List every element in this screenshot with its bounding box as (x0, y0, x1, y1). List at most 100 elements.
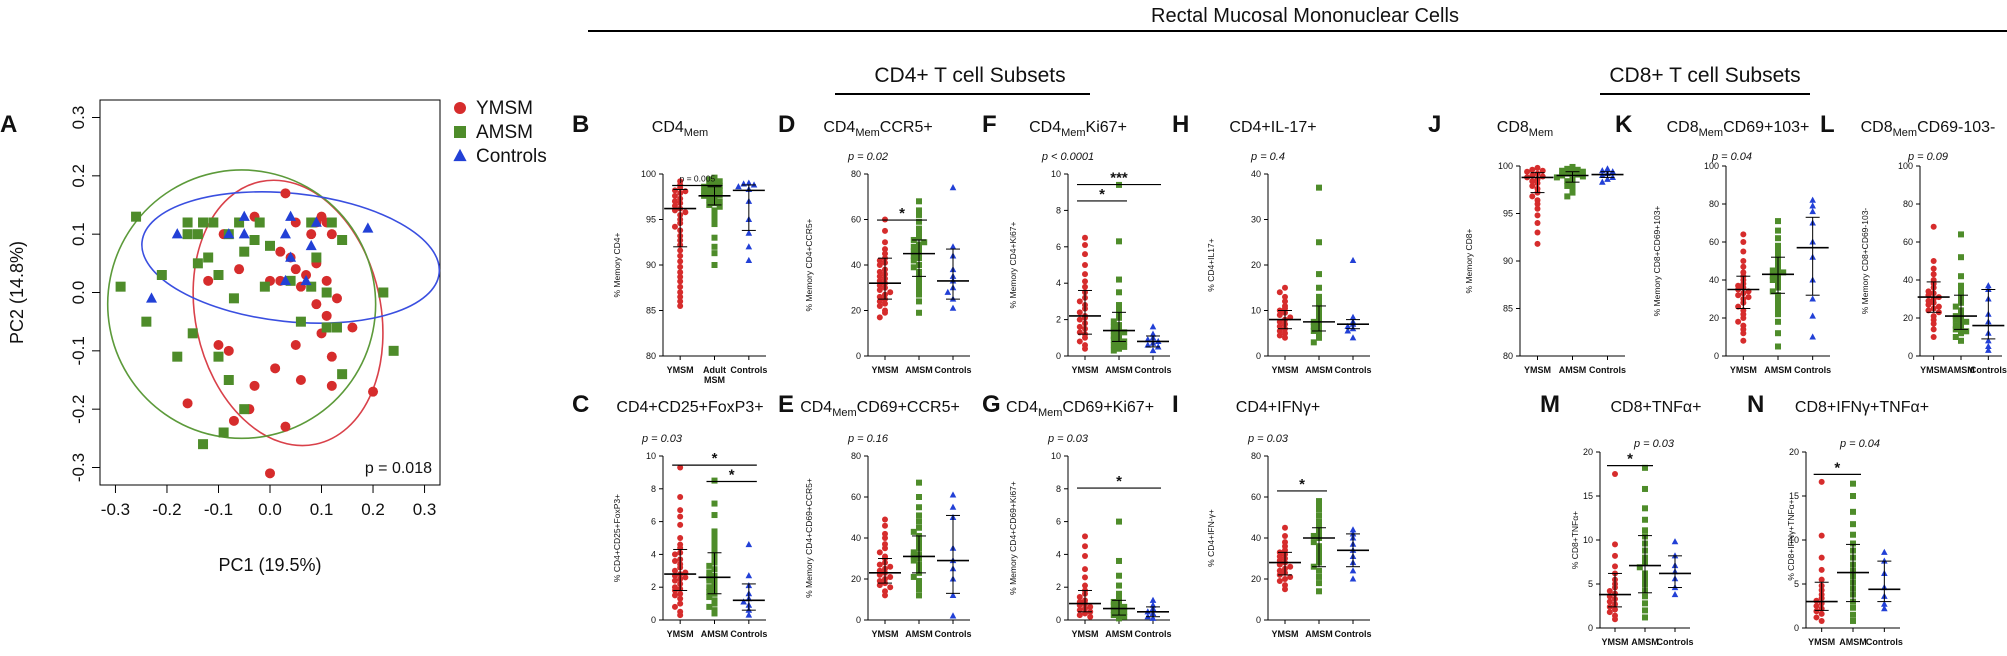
data-point-controls (1349, 530, 1357, 537)
x-tick-label: Controls (1794, 365, 1831, 375)
data-point-amsm (916, 198, 922, 205)
data-point-controls (1881, 548, 1888, 555)
data-point-ymsm (1818, 566, 1825, 573)
data-point-amsm (706, 181, 713, 188)
panel-title-main: CD4 (652, 119, 684, 136)
data-point-ymsm (1282, 543, 1288, 550)
data-point-ymsm (1276, 323, 1283, 330)
y-tick-label: 40 (1709, 275, 1719, 285)
data-point-ymsm (1539, 173, 1546, 180)
data-point-amsm (285, 275, 296, 286)
data-point-amsm (1564, 165, 1571, 172)
data-point-amsm (1110, 336, 1117, 343)
data-point-ymsm (677, 252, 684, 259)
y-tick-label: 6 (651, 517, 656, 527)
data-point-ymsm (1082, 553, 1088, 560)
significance-star: * (1834, 459, 1840, 476)
data-point-amsm (706, 196, 713, 203)
data-point-amsm (916, 518, 922, 525)
data-point-ymsm (1534, 229, 1541, 236)
data-point-amsm (1564, 182, 1571, 189)
data-point-controls (1881, 557, 1888, 564)
data-point-ymsm (311, 299, 322, 310)
data-point-controls (949, 184, 957, 191)
data-point-controls (285, 251, 297, 262)
x-tick-label: Controls (1970, 365, 2007, 375)
data-point-ymsm (876, 298, 883, 305)
panel-title-subscript: Mem (1061, 127, 1085, 139)
data-point-amsm (1952, 334, 1959, 340)
data-point-amsm (1121, 613, 1128, 620)
panel-title: CD8MemCD69-103- (1861, 119, 1996, 139)
confidence-ellipse-controls (141, 191, 441, 324)
data-point-ymsm (1606, 588, 1613, 595)
panel-title-subscript: Mem (684, 127, 708, 139)
y-tick-label: 6 (1056, 517, 1061, 527)
data-point-amsm (1569, 164, 1576, 171)
y-tick-label: 85 (1503, 304, 1513, 314)
data-point-amsm (1316, 498, 1322, 505)
data-point-amsm (218, 427, 229, 438)
y-axis-label: % Memory CD8+ (1464, 228, 1474, 293)
data-point-ymsm (1282, 539, 1288, 546)
data-point-amsm (1110, 342, 1117, 349)
data-point-amsm (910, 248, 917, 255)
data-point-controls (1985, 342, 1992, 350)
data-point-amsm (1775, 242, 1781, 249)
panel-title: CD4+CD25+FoxP3+ (616, 399, 763, 416)
data-point-controls (1349, 526, 1357, 533)
data-point-amsm (711, 477, 718, 484)
panel-title: CD8Mem (1497, 119, 1553, 139)
data-point-amsm (1316, 502, 1322, 509)
data-point-ymsm (677, 258, 684, 265)
data-point-ymsm (882, 588, 888, 595)
data-point-amsm (1116, 595, 1122, 602)
data-point-ymsm (1818, 478, 1825, 485)
p-value-label: p = 0.018 (365, 460, 432, 477)
data-point-amsm (716, 191, 723, 198)
p-value-label: p = 0.02 (847, 151, 888, 163)
y-tick-label: 2 (1056, 582, 1061, 592)
data-point-amsm (1850, 521, 1856, 528)
panel-title: CD4MemCD69+Ki67+ (1006, 399, 1154, 419)
panel-I: I CD4+IFNγ+ p = 0.03 0 20 40 60 80 % CD4+IFN-γ+ Y… (1172, 391, 1372, 639)
y-tick-label: 95 (646, 215, 656, 225)
data-point-amsm (711, 607, 718, 614)
data-point-ymsm (887, 573, 894, 580)
data-point-ymsm (1612, 563, 1618, 570)
y-tick-label: 40 (851, 260, 861, 270)
data-point-controls (1149, 614, 1157, 621)
data-point-controls (750, 181, 758, 188)
data-point-amsm (1316, 284, 1322, 291)
data-point-amsm (916, 309, 922, 316)
confidence-ellipse-amsm (106, 169, 377, 440)
data-point-ymsm (1282, 586, 1288, 593)
data-point-ymsm (321, 310, 332, 321)
x-tick-label: Controls (1335, 629, 1372, 639)
data-point-amsm (706, 577, 713, 584)
data-point-ymsm (1740, 239, 1747, 245)
y-tick-label: 10 (646, 451, 656, 461)
panel-letter: H (1172, 111, 1189, 138)
p-value-label: p = 0.04 (1839, 438, 1880, 450)
data-point-ymsm (1076, 612, 1083, 619)
data-point-amsm (916, 291, 922, 298)
panel-title-main: CD8+TNFα+ (1610, 399, 1701, 416)
data-point-amsm (711, 234, 718, 241)
data-point-amsm (1553, 174, 1560, 181)
data-point-ymsm (1529, 193, 1536, 200)
data-point-ymsm (1740, 248, 1747, 255)
data-point-ymsm (1935, 303, 1942, 310)
data-point-amsm (1316, 567, 1322, 574)
y-tick-label: 10 (1583, 535, 1593, 545)
panel-N: N CD8+IFNγ+TNFα+ p = 0.04 0 5 10 15 20 % CD8+IFN… (1747, 391, 1929, 647)
data-point-amsm (326, 217, 337, 228)
data-point-amsm (1775, 299, 1781, 306)
data-point-ymsm (882, 530, 888, 537)
significance-star: * (1299, 476, 1305, 493)
data-point-amsm (1569, 185, 1576, 192)
panel-letter: E (778, 391, 794, 418)
data-point-ymsm (1282, 293, 1288, 300)
data-point-ymsm (677, 494, 684, 500)
data-point-amsm (192, 229, 203, 240)
